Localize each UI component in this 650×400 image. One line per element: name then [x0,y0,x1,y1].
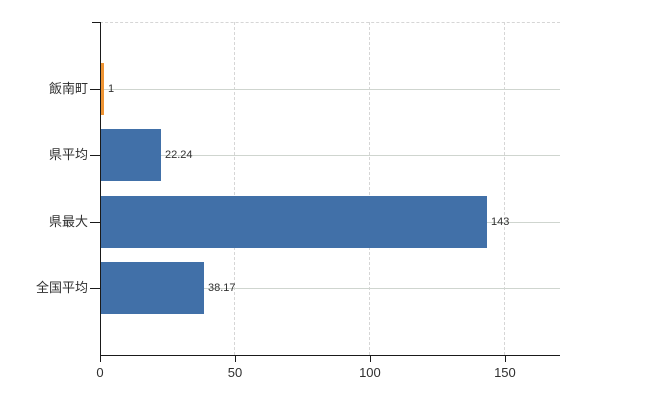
category-gridline [100,155,560,156]
bar [101,63,104,115]
category-label: 飯南町 [48,81,88,96]
y-axis-end-tick [92,22,100,23]
plot-top-gridline [100,22,560,23]
bar-value-label: 22.24 [165,149,193,161]
x-axis-tick [234,355,236,362]
category-label: 全国平均 [35,280,88,295]
bar-value-label: 143 [491,216,510,228]
category-gridline [100,288,560,289]
y-axis-tick [90,288,100,289]
category-label: 県平均 [48,147,88,162]
category-label: 県最大 [48,214,88,229]
x-axis-tick [504,355,506,362]
x-axis-tick [100,355,101,362]
y-axis-tick [90,89,100,90]
x-tick-label: 0 [96,365,104,380]
x-tick-label: 50 [227,365,243,380]
vertical-gridline [233,22,235,355]
x-axis [100,355,560,356]
vertical-gridline [503,22,505,355]
vertical-gridline [368,22,370,355]
x-tick-label: 150 [494,365,516,380]
bar [101,262,204,314]
x-tick-label: 100 [359,365,381,380]
y-axis-tick [90,222,100,223]
y-axis-tick [90,155,100,156]
bar-value-label: 38.17 [208,282,236,294]
bar [101,196,487,248]
bar [101,129,161,181]
x-axis-tick [369,355,371,362]
bar-value-label: 1 [108,83,115,95]
y-axis [100,22,101,356]
category-gridline [100,89,560,90]
